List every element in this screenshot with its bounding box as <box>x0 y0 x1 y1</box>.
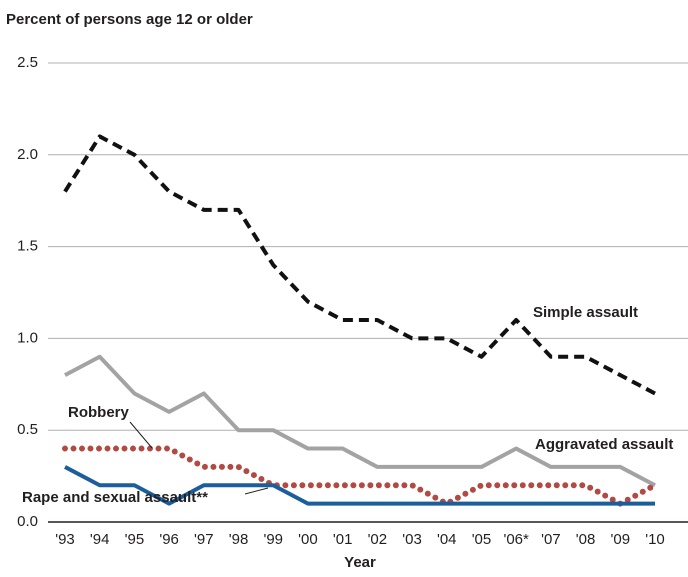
series-label: Robbery <box>68 404 130 421</box>
x-tick-label: '05 <box>472 531 492 548</box>
y-tick-label: 0.5 <box>17 421 38 438</box>
series-line <box>63 134 656 396</box>
series-line <box>64 465 655 506</box>
x-axis-title: Year <box>344 554 376 571</box>
x-tick-label: '06* <box>503 531 529 548</box>
y-tick-label: 1.0 <box>17 329 38 346</box>
leader-line <box>129 421 153 449</box>
x-tick-label: '95 <box>125 531 145 548</box>
series-line <box>64 354 656 488</box>
x-tick-label: '10 <box>645 531 665 548</box>
series-label: Simple assault <box>533 304 638 321</box>
series-line <box>62 445 658 507</box>
x-tick-label: '07 <box>541 531 561 548</box>
x-tick-label: '01 <box>333 531 353 548</box>
x-tick-label: '03 <box>402 531 422 548</box>
x-tick-label: '02 <box>368 531 388 548</box>
y-axis-title: Percent of persons age 12 or older <box>6 11 253 28</box>
y-tick-label: 1.5 <box>17 238 38 255</box>
y-tick-label: 0.0 <box>17 513 38 530</box>
x-tick-label: '97 <box>194 531 214 548</box>
y-tick-label: 2.5 <box>17 54 38 71</box>
series-label: Rape and sexual assault** <box>22 489 208 506</box>
x-tick-label: '09 <box>611 531 631 548</box>
x-tick-label: '04 <box>437 531 457 548</box>
x-tick-label: '96 <box>159 531 179 548</box>
x-tick-label: '99 <box>263 531 283 548</box>
y-tick-label: 2.0 <box>17 146 38 163</box>
x-tick-label: '94 <box>90 531 110 548</box>
x-tick-label: '08 <box>576 531 596 548</box>
x-tick-label: '00 <box>298 531 318 548</box>
series-label: Aggravated assault <box>535 436 673 453</box>
x-tick-label: '93 <box>55 531 75 548</box>
x-tick-label: '98 <box>229 531 249 548</box>
leader-line <box>244 487 269 495</box>
